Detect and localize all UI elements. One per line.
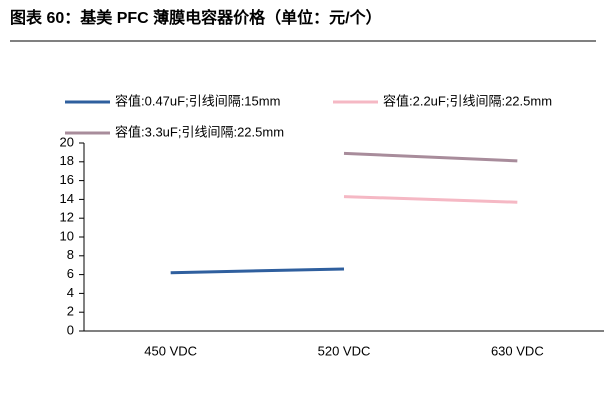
series-line (343, 151, 518, 163)
y-tick-label: 2 (67, 304, 74, 319)
y-tick-label: 12 (60, 210, 74, 225)
y-tick-label: 10 (60, 228, 74, 243)
y-tick-label: 16 (60, 172, 74, 187)
y-tick-label: 8 (67, 247, 74, 262)
y-tick-label: 18 (60, 153, 74, 168)
legend-label: 容值:2.2uF;引线间隔:22.5mm (383, 93, 552, 108)
y-tick-label: 20 (60, 134, 74, 149)
x-tick-label: 520 VDC (318, 343, 371, 358)
x-tick-label: 630 VDC (491, 343, 544, 358)
legend-label: 容值:0.47uF;引线间隔:15mm (115, 93, 280, 108)
y-tick-label: 14 (60, 191, 74, 206)
y-tick-label: 4 (67, 285, 74, 300)
y-tick-label: 6 (67, 266, 74, 281)
series-line (343, 195, 518, 204)
series-line (170, 267, 345, 275)
x-tick-label: 450 VDC (144, 343, 197, 358)
chart-title: 图表 60：基美 PFC 薄膜电容器价格（单位：元/个） (10, 8, 382, 27)
y-tick-label: 0 (67, 322, 74, 337)
legend-label: 容值:3.3uF;引线间隔:22.5mm (115, 124, 284, 139)
